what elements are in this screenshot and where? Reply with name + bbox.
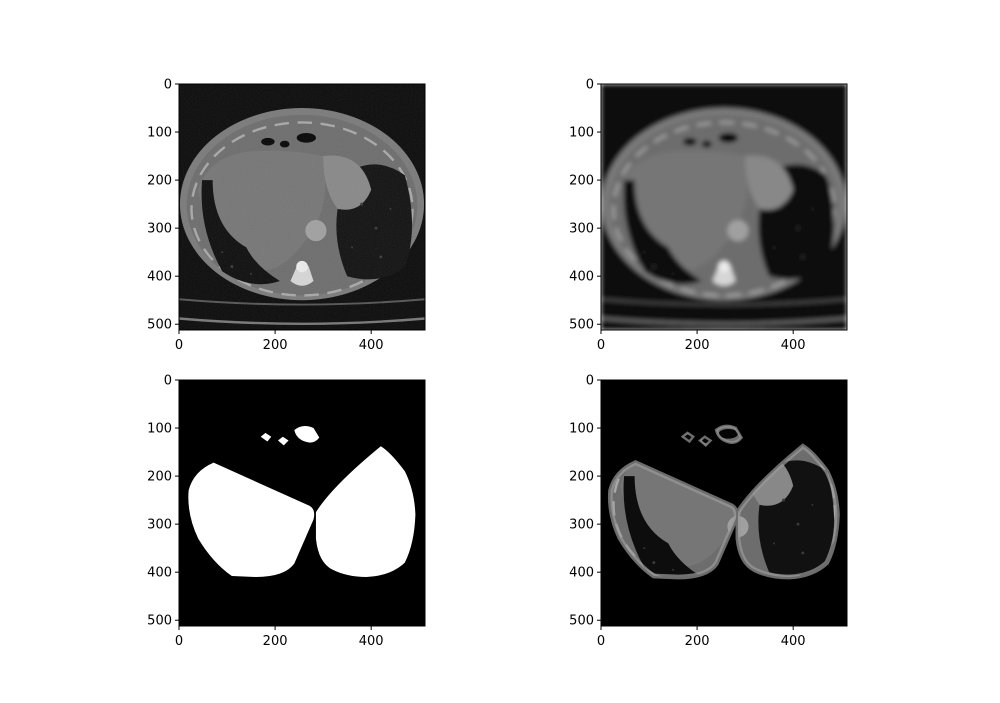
x-tick-label: 0: [597, 634, 605, 649]
x-tick-label: 0: [175, 634, 183, 649]
y-tick-label: 0: [586, 374, 594, 389]
y-tick-label: 500: [147, 614, 172, 629]
y-tick-label: 500: [147, 318, 172, 333]
y-tick-label: 0: [164, 374, 172, 389]
x-tick-label: 0: [597, 338, 605, 353]
y-tick-label: 500: [569, 614, 594, 629]
y-tick-label: 500: [569, 318, 594, 333]
y-tick-label: 400: [147, 270, 172, 285]
y-tick-label: 300: [569, 222, 594, 237]
x-tick-label: 400: [781, 634, 806, 649]
y-tick-label: 100: [147, 126, 172, 141]
x-tick-label: 400: [359, 338, 384, 353]
x-tick-label: 200: [263, 338, 288, 353]
y-tick-label: 0: [164, 78, 172, 93]
y-tick-label: 200: [569, 470, 594, 485]
panel-lung-mask: [178, 379, 426, 627]
x-tick-label: 200: [263, 634, 288, 649]
x-tick-label: 0: [175, 338, 183, 353]
y-tick-label: 200: [569, 174, 594, 189]
y-tick-label: 100: [569, 422, 594, 437]
x-tick-label: 400: [781, 338, 806, 353]
x-tick-label: 200: [685, 634, 710, 649]
y-tick-label: 300: [147, 222, 172, 237]
panel-original-ct: [178, 83, 426, 331]
y-tick-label: 200: [147, 470, 172, 485]
y-tick-label: 100: [569, 126, 594, 141]
y-tick-label: 0: [586, 78, 594, 93]
panel-masked-ct: [600, 379, 848, 627]
y-tick-label: 100: [147, 422, 172, 437]
blurred-ct-image: [601, 84, 847, 330]
x-tick-label: 200: [685, 338, 710, 353]
y-tick-label: 400: [569, 270, 594, 285]
y-tick-label: 300: [569, 518, 594, 533]
masked-ct-image: [601, 380, 847, 626]
y-tick-label: 200: [147, 174, 172, 189]
panel-blurred-ct: [600, 83, 848, 331]
x-tick-label: 400: [359, 634, 384, 649]
y-tick-label: 300: [147, 518, 172, 533]
y-tick-label: 400: [147, 566, 172, 581]
y-tick-label: 400: [569, 566, 594, 581]
